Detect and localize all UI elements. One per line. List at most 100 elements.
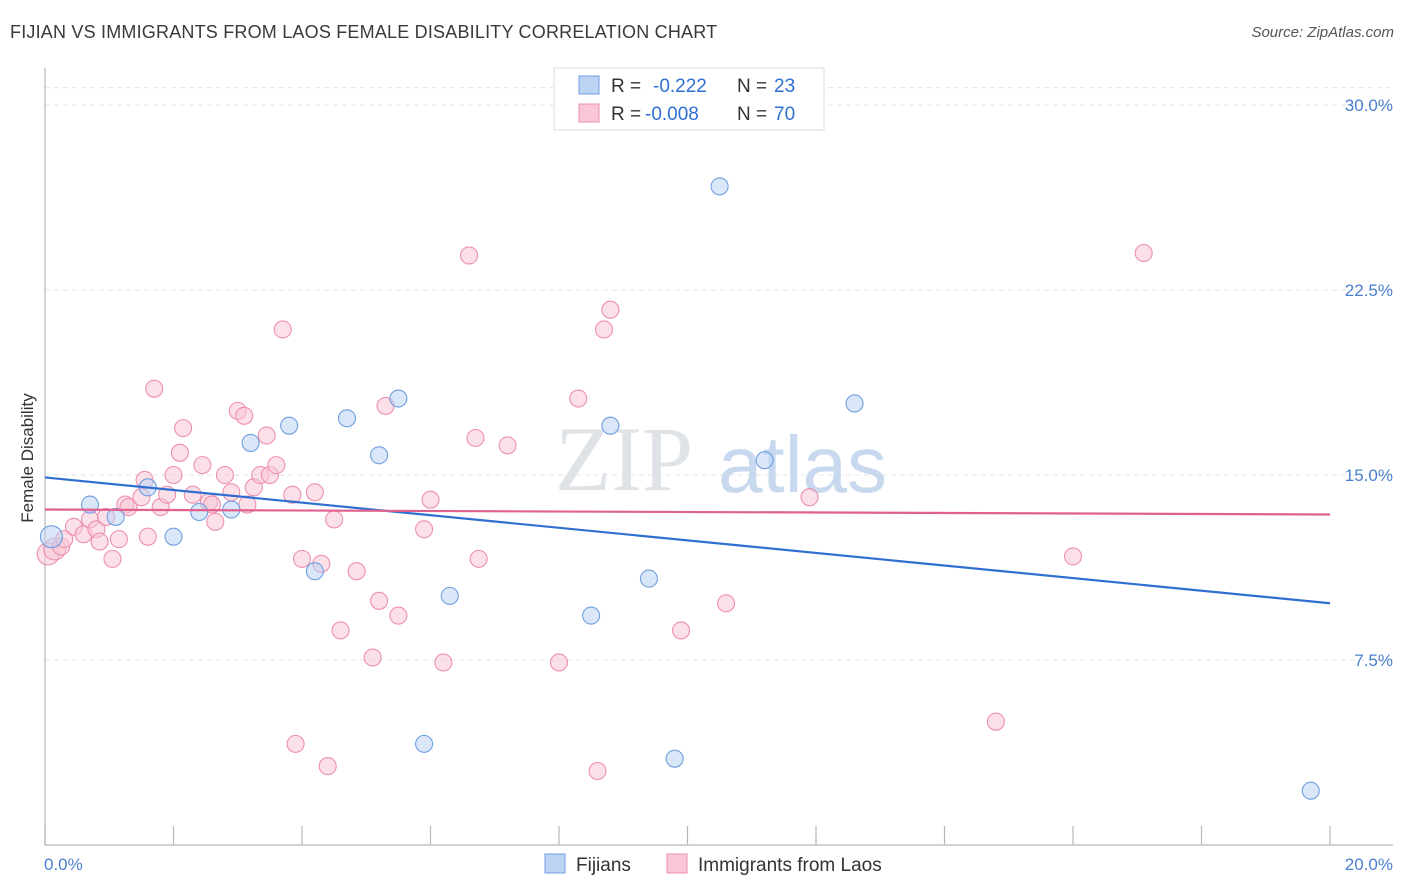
point-laos bbox=[215, 465, 234, 485]
legend-r-label-0: R = bbox=[611, 76, 641, 97]
point-fijians bbox=[164, 527, 183, 546]
point-laos bbox=[318, 757, 337, 776]
point-laos bbox=[1134, 243, 1153, 263]
point-laos bbox=[206, 512, 225, 531]
legend-n-value-1: 70 bbox=[774, 104, 795, 125]
point-laos bbox=[389, 606, 408, 625]
point-laos bbox=[145, 379, 164, 398]
point-fijians bbox=[415, 734, 434, 753]
point-laos bbox=[415, 520, 434, 539]
point-fijians bbox=[106, 507, 125, 526]
point-fijians bbox=[337, 409, 357, 428]
point-laos bbox=[466, 428, 485, 448]
y-tick-label: 30.0% bbox=[1345, 96, 1393, 115]
point-fijians bbox=[39, 525, 63, 549]
point-laos bbox=[601, 300, 620, 319]
bottom-legend-swatch-fijians bbox=[544, 853, 566, 874]
y-axis-label: Female Disability bbox=[18, 393, 37, 523]
legend-r-label-1: R = bbox=[611, 104, 641, 125]
point-laos bbox=[292, 549, 312, 568]
legend-n-label-1: N = bbox=[737, 104, 767, 125]
legend-r-value-0: -0.222 bbox=[653, 76, 707, 97]
point-laos bbox=[286, 734, 305, 753]
point-laos bbox=[1063, 547, 1083, 566]
point-fijians bbox=[710, 177, 729, 196]
legend-n-label-0: N = bbox=[737, 76, 767, 97]
point-fijians bbox=[755, 451, 774, 470]
point-laos bbox=[325, 510, 344, 529]
series-legend: Fijians Immigrants from Laos bbox=[544, 853, 882, 876]
point-laos bbox=[174, 419, 193, 438]
point-laos bbox=[305, 483, 324, 502]
point-laos bbox=[193, 456, 212, 475]
trend-line-fijians bbox=[44, 476, 1331, 605]
point-laos bbox=[588, 761, 607, 781]
point-laos bbox=[267, 456, 286, 475]
point-fijians bbox=[305, 562, 324, 581]
point-fijians bbox=[241, 433, 260, 452]
point-laos bbox=[347, 562, 366, 581]
legend-r-value-1: -0.008 bbox=[645, 104, 699, 125]
gridlines bbox=[45, 87, 1393, 661]
bottom-legend-label-fijians: Fijians bbox=[576, 855, 631, 876]
point-fijians bbox=[190, 502, 209, 522]
legend-n-value-0: 23 bbox=[774, 76, 795, 97]
y-tick-label: 22.5% bbox=[1345, 281, 1393, 300]
point-laos bbox=[170, 443, 189, 462]
point-laos bbox=[986, 712, 1005, 731]
point-laos bbox=[549, 653, 569, 672]
point-laos bbox=[370, 591, 389, 610]
point-laos bbox=[331, 621, 350, 640]
x-tick-label: 0.0% bbox=[44, 855, 83, 874]
point-laos bbox=[672, 621, 691, 640]
y-tick-label: 7.5% bbox=[1354, 651, 1393, 670]
point-laos bbox=[109, 530, 128, 549]
point-fijians bbox=[582, 606, 601, 625]
point-fijians bbox=[1301, 781, 1320, 800]
point-laos bbox=[363, 648, 382, 667]
point-laos bbox=[103, 549, 122, 568]
bottom-legend-swatch-laos bbox=[666, 853, 688, 874]
x-axis-tick-labels: 0.0% 20.0% bbox=[44, 855, 1393, 874]
legend-swatch-fijians bbox=[578, 75, 600, 95]
point-laos bbox=[257, 426, 276, 445]
legend-swatch-laos bbox=[578, 103, 600, 123]
point-fijians bbox=[665, 749, 684, 768]
point-laos bbox=[138, 527, 157, 546]
point-fijians bbox=[845, 394, 864, 413]
point-laos bbox=[222, 483, 241, 502]
watermark-zip: ZIP bbox=[555, 408, 693, 510]
point-fijians bbox=[601, 416, 620, 435]
point-laos bbox=[498, 436, 517, 455]
source-label: Source: ZipAtlas.com bbox=[1251, 24, 1394, 41]
point-laos bbox=[164, 465, 183, 485]
point-laos bbox=[235, 406, 254, 425]
scatter-points bbox=[36, 177, 1320, 800]
point-laos bbox=[434, 653, 453, 672]
trend-line-laos bbox=[44, 508, 1331, 516]
point-fijians bbox=[639, 569, 659, 588]
point-laos bbox=[119, 498, 138, 517]
point-laos bbox=[183, 485, 202, 504]
bottom-legend-label-laos: Immigrants from Laos bbox=[698, 855, 882, 876]
point-fijians bbox=[389, 389, 408, 408]
point-laos bbox=[90, 532, 109, 551]
point-laos bbox=[421, 490, 440, 509]
stats-legend: R = -0.222 N = 23 R = -0.008 N = 70 bbox=[553, 67, 825, 131]
y-axis-tick-labels: 7.5% 15.0% 22.5% 30.0% bbox=[1345, 96, 1393, 670]
chart-title: FIJIAN VS IMMIGRANTS FROM LAOS FEMALE DI… bbox=[10, 22, 718, 42]
point-laos bbox=[469, 549, 488, 568]
x-tick-label: 20.0% bbox=[1345, 855, 1393, 874]
x-axis-ticks bbox=[44, 826, 1331, 845]
point-laos bbox=[716, 594, 736, 613]
point-fijians bbox=[280, 416, 299, 435]
point-laos bbox=[283, 485, 302, 504]
point-fijians bbox=[440, 586, 459, 605]
y-tick-label: 15.0% bbox=[1345, 466, 1393, 485]
point-laos bbox=[273, 320, 292, 339]
point-laos bbox=[569, 389, 588, 408]
point-laos bbox=[800, 488, 819, 507]
point-fijians bbox=[370, 446, 389, 465]
point-laos bbox=[459, 246, 479, 265]
